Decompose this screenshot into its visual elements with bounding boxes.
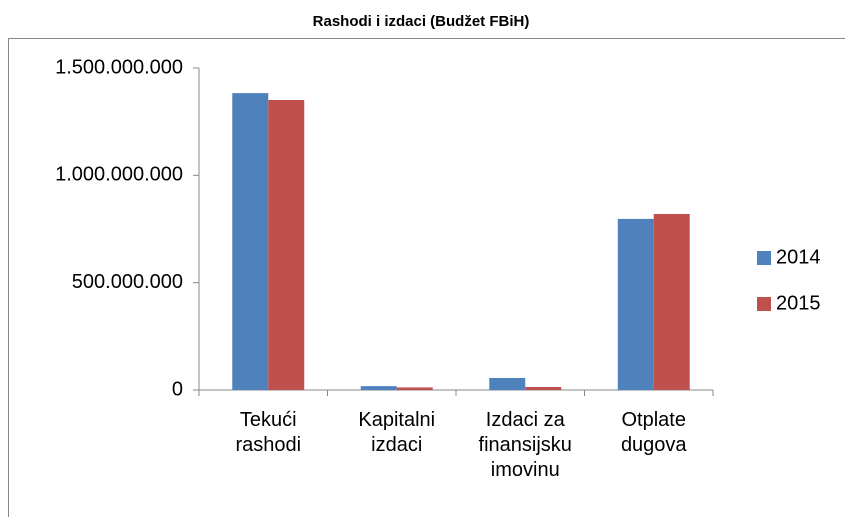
legend-swatch [757,251,771,265]
bar [360,386,397,390]
x-tick-label: Izdaci za finansijsku imovinu [478,409,572,481]
bar [617,218,654,390]
y-tick-label: 1.500.000.000 [55,56,183,78]
y-tick-label: 1.000.000.000 [55,164,183,186]
y-tick-label: 500.000.000 [72,271,183,293]
bar [653,213,690,390]
bar [268,99,305,390]
legend-swatch [757,297,771,311]
bar [525,386,562,390]
bar [232,93,269,390]
bar [396,387,433,390]
bar [489,377,526,390]
y-tick-label: 0 [172,378,183,400]
legend-label: 2015 [776,292,821,314]
x-tick-label: Kapitalni izdaci [358,409,436,456]
chart-border [8,38,845,517]
legend-label: 2014 [776,246,821,268]
x-tick-label: Otplate dugova [620,409,687,456]
x-tick-label: Tekući rashodi [235,409,302,456]
chart-title: Rashodi i izdaci (Budžet FBiH) [313,13,530,30]
